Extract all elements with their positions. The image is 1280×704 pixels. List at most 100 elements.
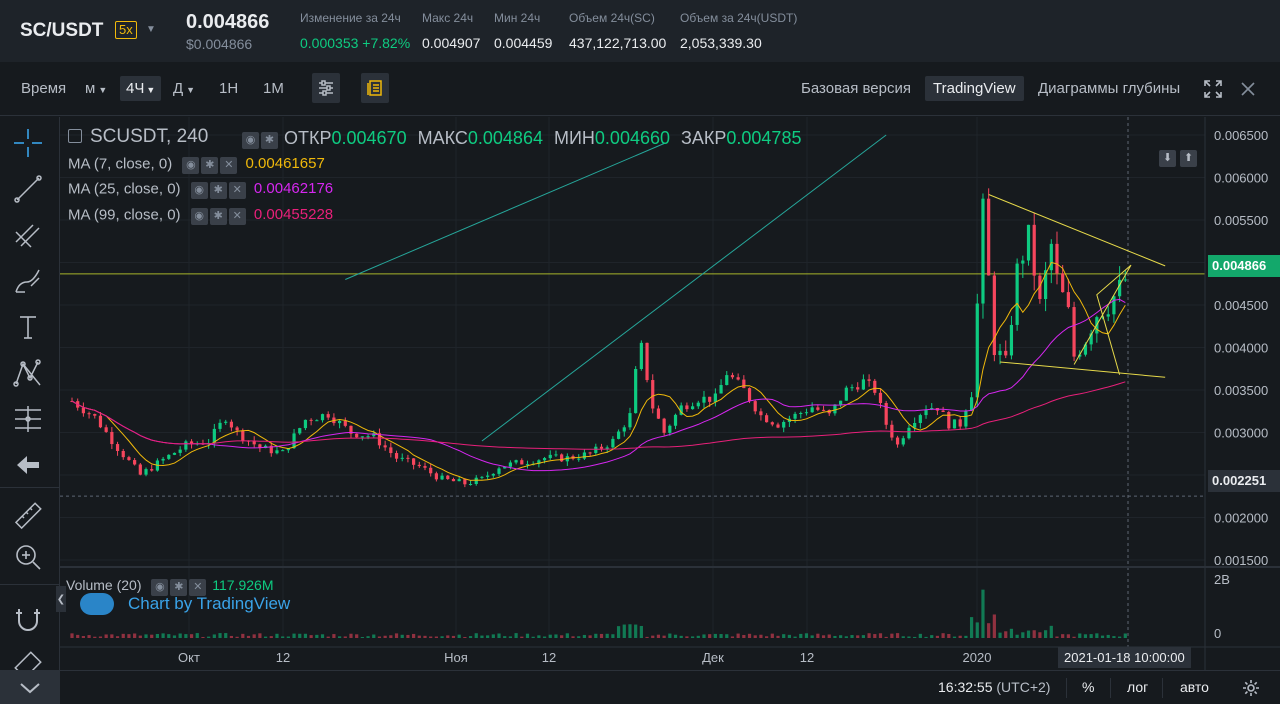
interval-week[interactable]: 1Н — [219, 80, 239, 97]
fib-tools-icon[interactable] — [12, 219, 44, 251]
divider — [1066, 678, 1067, 698]
candle-body — [360, 436, 364, 438]
volume-bar — [195, 633, 199, 638]
candle-body — [1021, 260, 1025, 264]
price-tick-label: 0.006000 — [1214, 171, 1268, 186]
close-icon[interactable] — [1240, 81, 1256, 102]
collapse-legend-icon[interactable] — [68, 129, 82, 143]
candle-body — [542, 458, 547, 461]
candle-body — [337, 420, 342, 424]
volume-bar — [776, 635, 780, 638]
candle-body — [1078, 354, 1082, 357]
collapse-chevron-icon[interactable] — [0, 671, 60, 704]
time-tick-label: 12 — [542, 650, 556, 665]
stat-volume-sc-value: 437,122,713.00 — [569, 35, 667, 51]
volume-bar — [987, 623, 991, 638]
volume-bar — [685, 636, 689, 638]
gear-icon[interactable]: ✱ — [261, 132, 278, 149]
zoom-in-icon[interactable] — [12, 541, 44, 573]
interval-day[interactable]: Д ▼ — [173, 80, 195, 97]
gear-icon[interactable]: ✱ — [209, 208, 227, 225]
volume-bar — [782, 634, 786, 638]
price-tick-label: 0.005500 — [1214, 213, 1268, 228]
close-icon[interactable]: ✕ — [189, 579, 207, 596]
volume-bar — [628, 624, 632, 638]
expand-left-arrow-icon[interactable]: ❮ — [56, 586, 66, 612]
eye-icon[interactable]: ◉ — [242, 132, 259, 149]
eye-icon[interactable]: ◉ — [182, 157, 200, 174]
scroll-up-icon[interactable]: ⬆ — [1180, 150, 1197, 167]
volume-bar — [201, 636, 205, 638]
volume-bar — [349, 633, 353, 638]
gear-icon[interactable]: ✱ — [209, 182, 227, 199]
view-basic[interactable]: Базовая версия — [801, 80, 911, 97]
candle-body — [719, 385, 723, 394]
price-tick-label: 0.004500 — [1214, 298, 1268, 313]
percent-scale-toggle[interactable]: % — [1082, 679, 1095, 695]
price-chart[interactable]: 0.0065000.0060000.0055000.0050000.004500… — [60, 117, 1280, 670]
magnet-icon[interactable] — [12, 604, 44, 636]
candle-body — [844, 387, 848, 401]
volume-bar — [1055, 636, 1059, 638]
close-icon[interactable]: ✕ — [220, 157, 238, 174]
close-icon[interactable]: ✕ — [228, 208, 246, 225]
eye-icon[interactable]: ◉ — [190, 182, 208, 199]
eye-icon[interactable]: ◉ — [190, 208, 208, 225]
candle-body — [491, 473, 495, 476]
divider — [1162, 678, 1163, 698]
indicator-settings-icon[interactable] — [312, 73, 340, 103]
eye-icon[interactable]: ◉ — [151, 579, 169, 596]
close-icon[interactable]: ✕ — [228, 182, 246, 199]
pair-dropdown-caret-icon[interactable]: ▼ — [146, 24, 156, 35]
interval-4h[interactable]: 4Ч ▼ — [120, 76, 162, 101]
volume-bar — [457, 634, 461, 638]
volume-bar — [725, 634, 729, 638]
chart-canvas[interactable]: 0.0065000.0060000.0055000.0050000.004500… — [60, 117, 1280, 670]
gear-icon[interactable]: ✱ — [170, 579, 188, 596]
volume-bar — [1043, 630, 1048, 638]
candle-body — [594, 446, 598, 454]
trend-line-icon[interactable] — [12, 173, 44, 205]
back-arrow-icon[interactable] — [12, 449, 44, 481]
log-scale-toggle[interactable]: лог — [1127, 679, 1149, 695]
text-tool-icon[interactable] — [12, 311, 44, 343]
candle-body — [616, 431, 621, 439]
crosshair-icon[interactable] — [12, 127, 44, 159]
view-tradingview[interactable]: TradingView — [925, 76, 1024, 101]
measure-tool-icon[interactable] — [12, 403, 44, 435]
volume-bar — [497, 633, 501, 638]
low-label: МИН — [553, 128, 595, 148]
candle-body — [275, 450, 279, 454]
candle-body — [451, 479, 456, 482]
volume-bar — [434, 636, 438, 638]
chevron-down-icon: ▼ — [146, 85, 156, 95]
candle-body — [326, 414, 330, 418]
leverage-badge[interactable]: 5x — [115, 21, 137, 39]
volume-bar — [503, 636, 507, 638]
interval-minutes[interactable]: м ▼ — [85, 80, 107, 97]
volume-bar — [400, 634, 404, 638]
gear-icon[interactable]: ✱ — [201, 157, 219, 174]
view-depth[interactable]: Диаграммы глубины — [1038, 80, 1181, 97]
chart-settings-gear-icon[interactable] — [1242, 679, 1260, 702]
ma25-legend: MA (25, close, 0) ◉ ✱ ✕ 0.00462176 — [68, 180, 333, 199]
symbol-buttons[interactable]: ◉ ✱ — [236, 130, 280, 149]
trend-line-drawing — [345, 143, 665, 280]
scroll-buttons[interactable]: ⬇ ⬆ — [1159, 148, 1201, 167]
volume-bar — [252, 634, 256, 638]
tradingview-brand[interactable]: Chart by TradingView — [80, 593, 290, 615]
pattern-tool-icon[interactable] — [12, 357, 44, 389]
fullscreen-icon[interactable] — [1204, 80, 1222, 103]
chart-style-icon[interactable] — [361, 73, 389, 103]
candle-body — [412, 458, 416, 465]
volume-bar — [935, 635, 940, 638]
pair-name[interactable]: SC/USDT — [20, 20, 104, 41]
scroll-down-icon[interactable]: ⬇ — [1159, 150, 1176, 167]
interval-month[interactable]: 1М — [263, 80, 284, 97]
candle-body — [696, 402, 700, 407]
brush-icon[interactable] — [12, 265, 44, 297]
ruler-icon[interactable] — [12, 500, 44, 532]
auto-scale-toggle[interactable]: авто — [1180, 679, 1209, 695]
volume-bar — [975, 622, 979, 638]
candle-body — [759, 411, 763, 416]
